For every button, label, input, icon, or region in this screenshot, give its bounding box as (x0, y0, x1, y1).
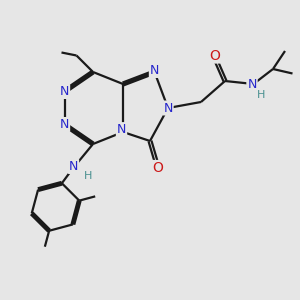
Text: H: H (83, 171, 92, 181)
Text: N: N (150, 64, 159, 77)
Text: N: N (60, 85, 69, 98)
Text: N: N (247, 77, 257, 91)
Text: N: N (60, 118, 69, 131)
Text: N: N (117, 123, 126, 136)
Text: N: N (69, 160, 78, 173)
Text: H: H (257, 90, 265, 100)
Text: O: O (209, 49, 220, 62)
Text: N: N (163, 101, 173, 115)
Text: O: O (152, 161, 163, 175)
